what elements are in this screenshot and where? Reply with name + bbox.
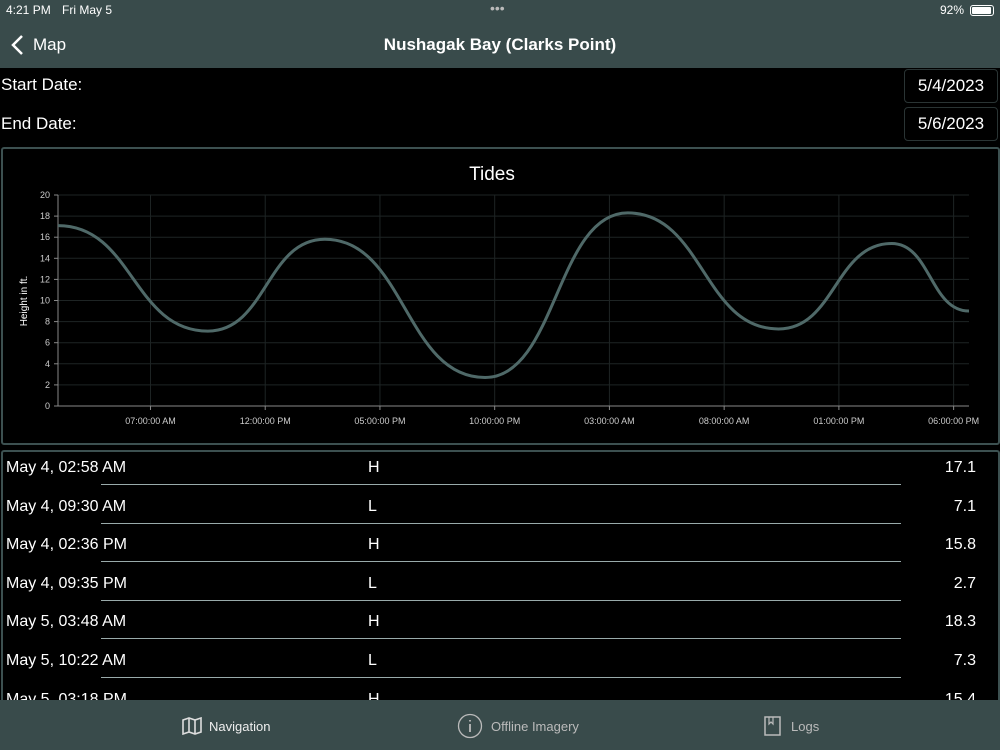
start-date-label: Start Date: <box>1 75 83 94</box>
tide-row: May 4, 02:36 PM H 15.8 <box>3 531 998 569</box>
y-tick-label: 8 <box>45 317 50 327</box>
row-separator <box>101 522 901 524</box>
tide-height: 18.3 <box>944 613 976 631</box>
tide-row: May 5, 10:22 AM L 7.3 <box>3 647 998 685</box>
y-tick-label: 6 <box>45 338 50 348</box>
top-bar: 4:21 PM Fri May 5 ••• 92% Map Nushagak B… <box>0 0 1000 68</box>
tide-type: L <box>368 497 377 515</box>
tide-type: L <box>368 574 377 592</box>
y-tick-label: 20 <box>40 190 50 200</box>
back-button[interactable]: Map <box>33 35 67 54</box>
x-tick-label: 12:00:00 PM <box>240 416 291 426</box>
row-separator <box>101 561 901 563</box>
row-separator <box>101 599 901 601</box>
tide-type: L <box>368 652 377 669</box>
tide-row: May 4, 09:30 AM L 7.1 <box>3 493 998 531</box>
tide-table: May 4, 02:58 AM H 17.1 May 4, 09:30 AM L 7.1 M… <box>1 450 1000 714</box>
tide-height: 7.1 <box>953 497 976 515</box>
tide-row: May 4, 09:35 PM L 2.7 <box>3 570 998 608</box>
y-tick-label: 0 <box>45 401 50 411</box>
row-separator <box>101 484 901 485</box>
x-tick-label: 03:00:00 AM <box>584 416 635 426</box>
y-tick-label: 2 <box>45 380 50 390</box>
y-tick-label: 16 <box>40 232 50 242</box>
tab-bar: Navigation Offline Imagery Logs <box>0 700 1000 750</box>
tide-row: May 5, 03:48 AM H 18.3 <box>3 608 998 646</box>
tide-line <box>57 211 970 380</box>
tab-logs[interactable]: Logs <box>791 719 820 734</box>
tide-time: May 4, 09:35 PM <box>6 574 127 592</box>
tide-time: May 4, 02:36 PM <box>6 536 127 554</box>
x-tick-label: 01:00:00 PM <box>813 416 864 426</box>
x-tick-label: 08:00:00 AM <box>699 416 750 426</box>
y-tick-label: 14 <box>40 253 50 263</box>
nav-title: Nushagak Bay (Clarks Point) <box>383 35 617 54</box>
y-tick-label: 18 <box>40 211 50 221</box>
tide-height: 2.7 <box>953 574 976 592</box>
y-tick-label: 12 <box>40 274 50 284</box>
tide-time: May 4, 02:58 AM <box>6 459 127 476</box>
x-tick-label: 07:00:00 AM <box>125 416 176 426</box>
info-icon[interactable] <box>457 713 483 739</box>
y-axis-label: Height in ft. <box>19 276 30 327</box>
battery-icon <box>970 5 994 16</box>
tide-type: H <box>368 536 380 554</box>
map-icon[interactable] <box>182 717 202 735</box>
x-tick-label: 10:00:00 PM <box>469 416 520 426</box>
start-date-input[interactable]: 5/4/2023 <box>904 69 998 103</box>
tide-time: May 5, 03:48 AM <box>6 613 127 631</box>
tide-height: 17.1 <box>944 459 976 476</box>
chart-panel: Tides Height in ft. 0 2 4 6 8 10 12 14 16 18 20 07:… <box>1 147 1000 445</box>
row-separator <box>101 677 901 678</box>
y-tick-label: 4 <box>45 359 50 369</box>
end-date-input[interactable]: 5/6/2023 <box>904 107 998 141</box>
status-time: 4:21 PM <box>6 3 51 17</box>
battery-level: 92% <box>940 3 965 17</box>
tide-type: H <box>368 459 380 476</box>
tide-time: May 4, 09:30 AM <box>6 497 127 515</box>
chart: Tides Height in ft. 0 2 4 6 8 10 12 14 16 18 20 07:… <box>19 164 979 426</box>
logs-icon[interactable] <box>764 716 782 736</box>
x-tick-label: 05:00:00 PM <box>354 416 405 426</box>
tide-row: May 4, 02:58 AM H 17.1 <box>3 454 998 492</box>
x-tick-label: 06:00:00 PM <box>928 416 979 426</box>
multitask-dots: ••• <box>490 0 505 16</box>
y-tick-label: 10 <box>40 296 50 306</box>
end-date-label: End Date: <box>1 114 77 133</box>
tab-navigation[interactable]: Navigation <box>209 719 271 734</box>
row-separator <box>101 638 901 640</box>
tide-time: May 5, 10:22 AM <box>6 652 127 669</box>
tide-type: H <box>368 691 380 709</box>
tab-offline-imagery[interactable]: Offline Imagery <box>491 719 579 734</box>
tide-height: 15.8 <box>944 536 976 554</box>
back-chevron[interactable] <box>10 34 26 56</box>
chart-title: Tides <box>469 164 515 185</box>
tide-height: 7.3 <box>953 652 976 669</box>
status-date: Fri May 5 <box>62 3 113 17</box>
tide-type: H <box>368 613 380 631</box>
